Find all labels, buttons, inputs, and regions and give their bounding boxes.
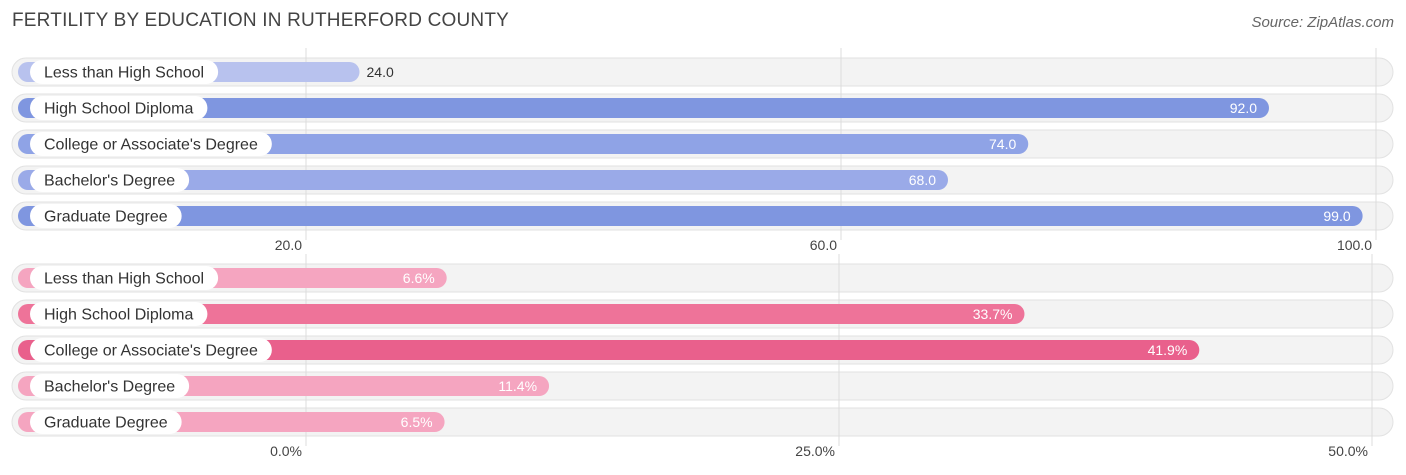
- bar-graduate-degree: [18, 206, 1363, 226]
- tick-label: 20.0: [275, 237, 302, 253]
- chart-title: FERTILITY BY EDUCATION IN RUTHERFORD COU…: [12, 10, 510, 31]
- value-label: 33.7%: [973, 306, 1013, 322]
- tick-label: 25.0%: [795, 443, 835, 459]
- category-label: Bachelor's Degree: [44, 379, 175, 396]
- value-label: 99.0: [1323, 208, 1350, 224]
- tick-label: 50.0%: [1328, 443, 1368, 459]
- category-label: High School Diploma: [44, 101, 194, 118]
- bar-high-school-diploma: [18, 304, 1025, 324]
- category-pill: [30, 204, 182, 228]
- value-label: 6.6%: [403, 270, 435, 286]
- category-label: College or Associate's Degree: [44, 137, 258, 154]
- value-label: 74.0: [989, 136, 1016, 152]
- source-label: Source: ZipAtlas.com: [1251, 14, 1394, 31]
- category-label: High School Diploma: [44, 307, 194, 324]
- tick-label: 0.0%: [270, 443, 302, 459]
- category-label: Graduate Degree: [44, 209, 168, 226]
- category-pill: [30, 410, 182, 434]
- value-label: 24.0: [367, 64, 394, 80]
- category-label: College or Associate's Degree: [44, 343, 258, 360]
- bar-bachelor-s-degree: [18, 170, 948, 190]
- bar-track: [11, 57, 1394, 87]
- category-label: Bachelor's Degree: [44, 173, 175, 190]
- category-label: Less than High School: [44, 271, 204, 288]
- category-pill: [30, 338, 272, 362]
- category-label: Less than High School: [44, 65, 204, 82]
- value-label: 41.9%: [1148, 342, 1188, 358]
- tick-label: 100.0: [1337, 237, 1372, 253]
- category-label: Graduate Degree: [44, 415, 168, 432]
- value-label: 6.5%: [401, 414, 433, 430]
- category-pill: [30, 374, 190, 398]
- value-label: 68.0: [909, 172, 936, 188]
- category-pill: [30, 96, 208, 120]
- category-pill: [30, 302, 208, 326]
- bar-college-or-associate-s-degree: [18, 340, 1200, 360]
- value-label: 11.4%: [498, 378, 537, 394]
- bar-high-school-diploma: [18, 98, 1269, 118]
- category-pill: [30, 168, 190, 192]
- category-pill: [30, 60, 219, 84]
- value-label: 92.0: [1230, 100, 1257, 116]
- tick-label: 60.0: [810, 237, 837, 253]
- category-pill: [30, 266, 219, 290]
- category-pill: [30, 132, 272, 156]
